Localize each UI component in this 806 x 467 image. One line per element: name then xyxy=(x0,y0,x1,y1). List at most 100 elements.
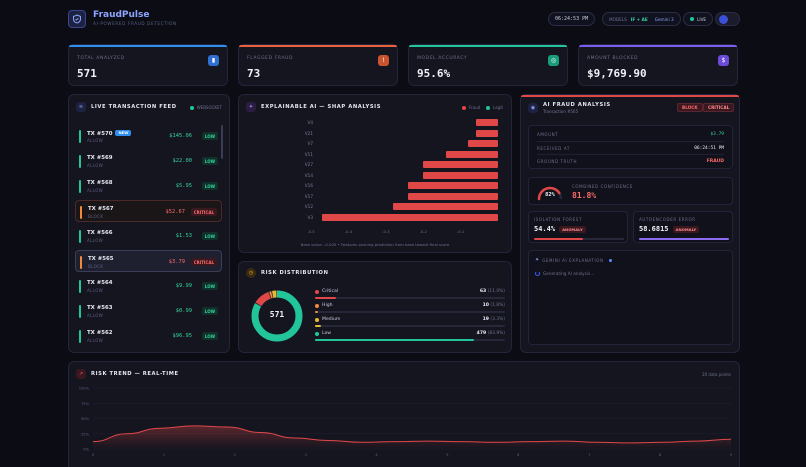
risk-count: 19 (3.3%) xyxy=(482,317,505,322)
transaction-row[interactable]: TX #566 ALLOW $1.53 LOW xyxy=(75,225,222,247)
shap-feature-label: V21 xyxy=(304,130,313,136)
transaction-row[interactable]: TX #568 ALLOW $5.95 LOW xyxy=(75,175,222,197)
donut-slice-medium xyxy=(251,290,303,342)
tx-amount: $5.95 xyxy=(175,183,192,189)
x-tick-label: 9 xyxy=(730,453,733,457)
shap-tick: -0.2 xyxy=(419,229,427,234)
risk-row-medium: Medium 19 (3.3%) xyxy=(315,317,505,331)
trend-area xyxy=(93,425,731,449)
ai-subtitle: Transaction #565 xyxy=(543,109,579,114)
ae-value: 58.6815 xyxy=(639,225,669,233)
medium-dot xyxy=(315,317,319,322)
stat-value: 73 xyxy=(247,67,261,80)
risk-track xyxy=(315,311,505,313)
risk-row-low: Low 479 (83.9%) xyxy=(315,331,505,345)
tx-amount: $22.00 xyxy=(172,158,192,164)
models-label: MODELS xyxy=(609,16,627,22)
donut-total: 571 xyxy=(269,310,285,319)
tx-status: ALLOW xyxy=(87,163,104,168)
gauge-value: 82% xyxy=(545,192,555,198)
tx-amount: $96.95 xyxy=(172,333,192,339)
stat-label: AMOUNT BLOCKED xyxy=(587,56,639,61)
tx-status: BLOCK xyxy=(88,264,104,269)
tx-id: TX #568 xyxy=(87,180,113,186)
trend-meta: 20 data points xyxy=(702,372,731,377)
transaction-row-selected[interactable]: TX #565 BLOCK $3.79 CRITICAL xyxy=(75,250,222,272)
risk-badge: LOW xyxy=(201,307,218,315)
target-icon: ◎ xyxy=(548,55,559,66)
ae-label: AUTOENCODER ERROR xyxy=(639,217,696,222)
x-tick-label: 2 xyxy=(234,453,236,457)
theme-toggle[interactable] xyxy=(715,12,740,26)
tx-status: ALLOW xyxy=(87,238,104,243)
stat-card-total: TOTAL ANALYZED 571 ▮ xyxy=(68,44,228,86)
risk-indicator xyxy=(79,130,81,143)
brand-name: FraudPulse xyxy=(93,10,150,20)
risk-row-critical: Critical 63 (11.0%) xyxy=(315,289,505,303)
shap-bar xyxy=(475,129,498,137)
transaction-feed-panel: ≋ LIVE TRANSACTION FEED WEBSOCKET TX #57… xyxy=(68,94,230,353)
risk-indicator xyxy=(80,256,82,269)
transaction-row[interactable]: TX #569 ALLOW $22.00 LOW xyxy=(75,150,222,172)
alert-icon: ! xyxy=(378,55,389,66)
block-action-button[interactable]: BLOCK xyxy=(677,103,703,112)
risk-badge: LOW xyxy=(201,232,218,240)
status-label: WEBSOCKET xyxy=(196,105,222,110)
transaction-row[interactable]: TX #567 BLOCK $52.67 CRITICAL xyxy=(75,200,222,222)
combined-label: COMBINED CONFIDENCE xyxy=(572,184,633,189)
tx-status: ALLOW xyxy=(87,188,104,193)
feed-scrollbar[interactable] xyxy=(221,125,223,159)
risk-indicator xyxy=(79,155,81,168)
trend-icon: ↗ xyxy=(76,369,86,379)
critical-dot xyxy=(315,289,319,294)
ae-track xyxy=(639,238,729,240)
risk-badge: CRITICAL xyxy=(190,258,217,266)
feed-header: ≋ LIVE TRANSACTION FEED xyxy=(76,102,177,112)
shap-feature-label: V12 xyxy=(304,204,313,209)
trend-header: ↗ RISK TREND — REAL-TIME xyxy=(76,369,179,379)
status-dot xyxy=(189,105,194,110)
y-tick-label: 0% xyxy=(83,448,89,452)
risk-header: ◷ RISK DISTRIBUTION xyxy=(246,268,329,278)
risk-badge: LOW xyxy=(201,157,218,165)
x-tick-label: 4 xyxy=(375,453,378,457)
ai-title: AI FRAUD ANALYSIS xyxy=(543,102,611,108)
risk-name: Critical xyxy=(322,289,339,294)
shap-feature-label: V14 xyxy=(304,172,313,178)
stat-accent xyxy=(409,45,567,47)
risk-track xyxy=(315,325,505,327)
stat-value: 95.6% xyxy=(417,67,451,80)
brain-icon: ✦ xyxy=(246,102,256,112)
stat-card-blocked: AMOUNT BLOCKED $9,769.90 $ xyxy=(578,44,738,86)
stat-card-flagged: FLAGGED FRAUD 73 ! xyxy=(238,44,398,86)
risk-donut xyxy=(251,290,303,342)
dollar-icon: $ xyxy=(718,55,729,66)
detail-row-received: RECEIVED AT 06:24:51 PM xyxy=(537,141,724,154)
shap-footer: Base value: -0.005 • Features pushing pr… xyxy=(300,242,450,247)
risk-badge: LOW xyxy=(201,282,218,290)
transaction-row[interactable]: TX #563 ALLOW $0.99 LOW xyxy=(75,300,222,322)
tx-status: BLOCK xyxy=(88,214,104,219)
transaction-row[interactable]: TX #562 ALLOW $96.95 LOW xyxy=(75,325,222,347)
tx-id: TX #562 xyxy=(87,330,113,336)
transaction-row[interactable]: TX #564 ALLOW $9.99 LOW xyxy=(75,275,222,297)
shap-feature-label: V27 xyxy=(304,162,313,167)
clock: 06:24:53 PM xyxy=(548,12,596,26)
transaction-row[interactable]: TX #570 NEW ALLOW $145.06 LOW xyxy=(75,125,222,147)
stat-accent xyxy=(579,45,737,47)
iso-label: ISOLATION FOREST xyxy=(534,217,582,222)
trend-line xyxy=(92,425,732,444)
y-tick-label: 25% xyxy=(81,432,90,436)
robot-icon: ◉ xyxy=(528,103,538,113)
stat-label: FLAGGED FRAUD xyxy=(247,56,294,61)
shap-title: EXPLAINABLE AI — SHAP ANALYSIS xyxy=(261,104,382,110)
legend-fraud: Fraud xyxy=(468,105,481,110)
tx-amount: $0.99 xyxy=(175,308,192,314)
risk-badge: CRITICAL xyxy=(190,208,217,216)
shap-bar xyxy=(445,150,498,158)
trend-chart: 100% 75% 50% 25% 0%0 1 2 3 4 5 6 7 8 9 xyxy=(79,387,733,458)
shap-bar xyxy=(475,119,498,126)
new-badge: NEW xyxy=(115,130,132,136)
tx-details: AMOUNT $3.79 RECEIVED AT 06:24:51 PM GRO… xyxy=(528,125,733,169)
spinner-icon xyxy=(535,271,540,276)
